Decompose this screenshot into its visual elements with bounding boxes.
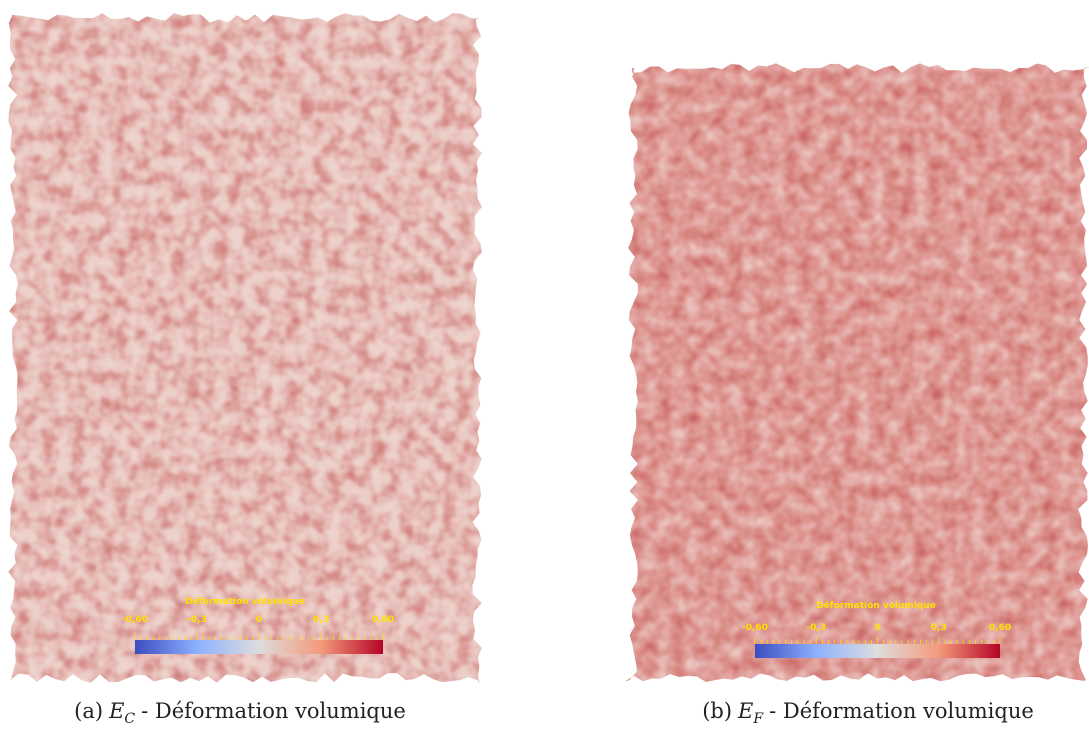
caption-text: - Déformation volumique xyxy=(141,699,406,723)
colorbar-tick-label: -0,3 xyxy=(806,623,826,633)
colorbar-title: Déformation volumique xyxy=(185,596,305,607)
caption-label: (b) xyxy=(702,699,732,723)
colorbar-tick-label: 0,60 xyxy=(372,615,394,625)
caption-subscript: C xyxy=(124,711,135,727)
heatmap-a xyxy=(8,13,482,684)
colorbar-tick-label: 0 xyxy=(256,615,262,625)
colorbar-tick-label: -0,3 xyxy=(187,615,207,625)
colorbar-tick-label: 0,60 xyxy=(989,623,1011,633)
colorbar-tick-label: 0,3 xyxy=(313,615,329,625)
colorbar xyxy=(755,644,1000,658)
colorbar-tick-label: 0,3 xyxy=(931,623,947,633)
caption-text: - Déformation volumique xyxy=(769,699,1034,723)
colorbar-title: Déformation volumique xyxy=(816,600,936,611)
caption-label: (a) xyxy=(74,699,103,723)
colorbar-tick-label: -0,60 xyxy=(742,623,768,633)
colorbar-tick-label: 0 xyxy=(874,623,880,633)
colorbar xyxy=(135,640,383,654)
caption: (b) EF - Déformation volumique xyxy=(702,699,1034,727)
heatmap-b xyxy=(625,63,1089,683)
caption-subscript: F xyxy=(752,711,764,727)
caption: (a) EC - Déformation volumique xyxy=(74,699,406,727)
caption-symbol: E xyxy=(108,699,124,723)
caption-symbol: E xyxy=(737,699,753,723)
colorbar-tick-label: -0,60 xyxy=(122,615,148,625)
